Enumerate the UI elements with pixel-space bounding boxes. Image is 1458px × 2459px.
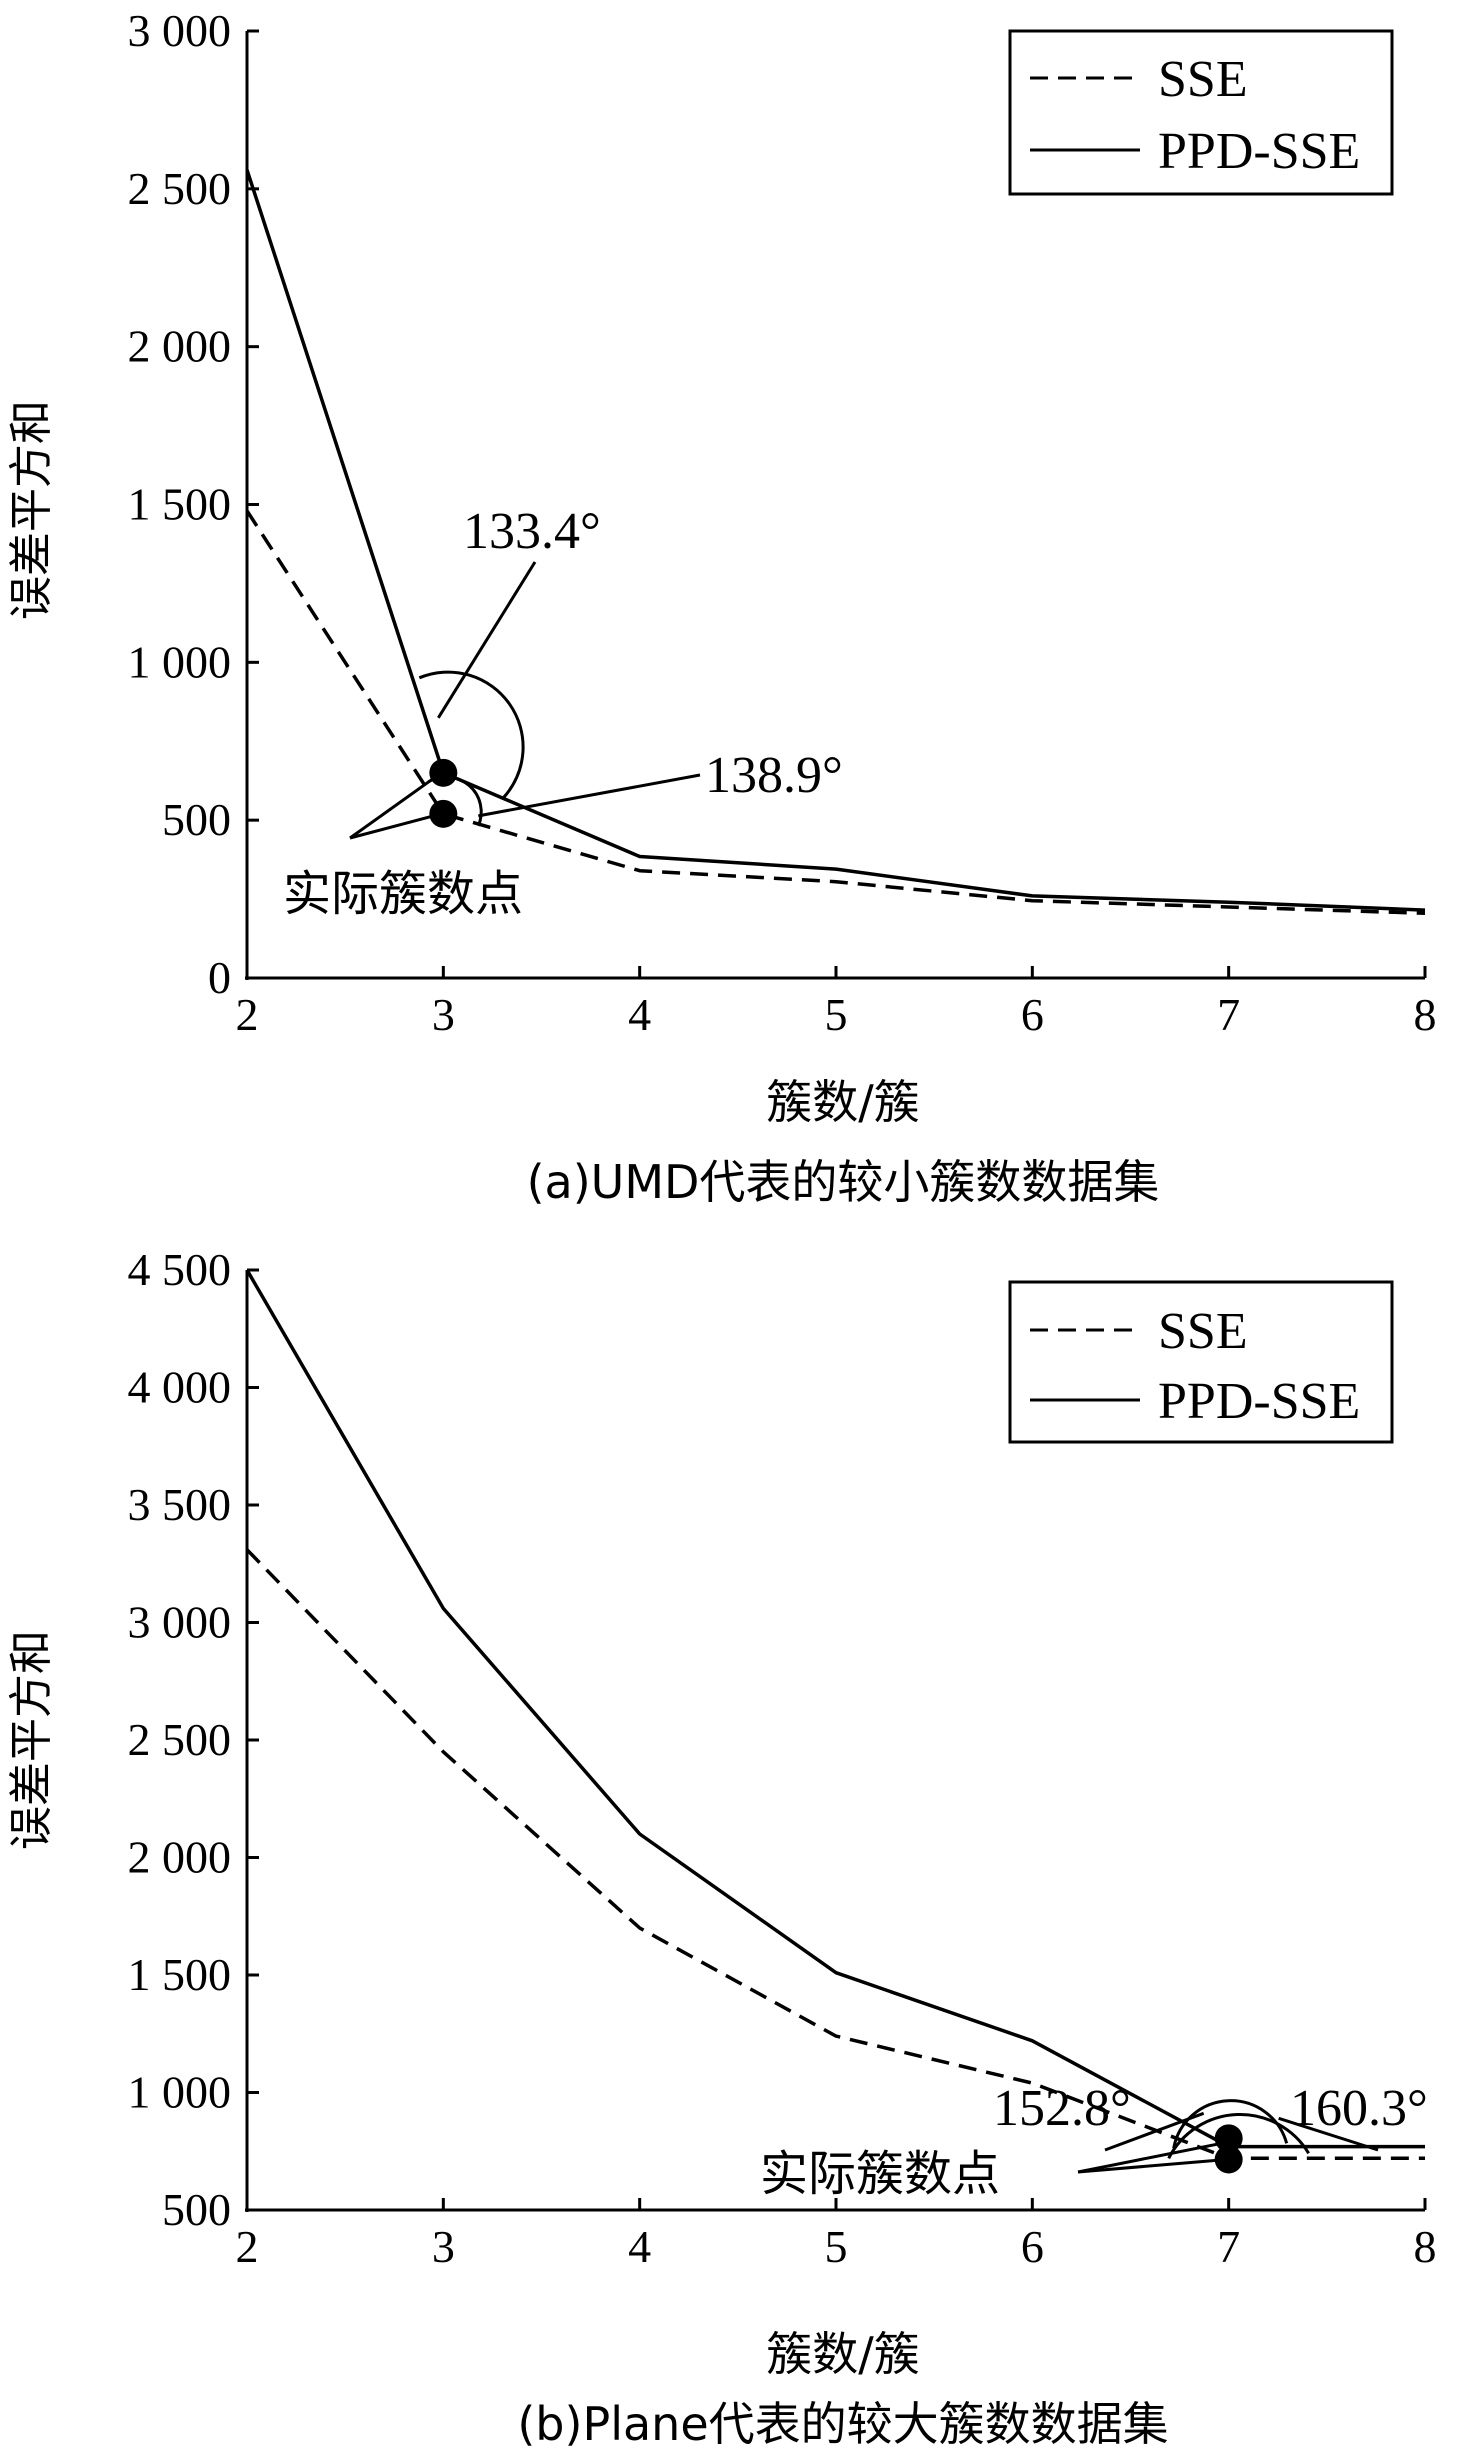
chart-a-legend-sse-label: SSE bbox=[1158, 51, 1248, 108]
chart-b-y-tick-label: 500 bbox=[162, 2184, 231, 2235]
chart-a-angle-label-2: 138.9° bbox=[705, 747, 843, 804]
chart-b-y-tick-label: 4 000 bbox=[128, 1362, 232, 1413]
chart-a-leader-line-1 bbox=[437, 561, 537, 719]
chart-b-x-tick-label: 5 bbox=[825, 2221, 848, 2272]
chart-b-y-axis-label: 误差平方和 bbox=[6, 1630, 57, 1850]
chart-b-point-pointer-2 bbox=[1077, 2157, 1227, 2174]
chart-a-caption: (a)UMD代表的较小簇数数据集 bbox=[527, 1155, 1160, 1209]
chart-a-y-tick-label: 2 500 bbox=[128, 163, 232, 214]
chart-b-actual-cluster-marker-2 bbox=[1214, 2145, 1243, 2174]
chart-a-x-tick-label: 3 bbox=[432, 989, 455, 1040]
chart-b-x-tick-label: 4 bbox=[628, 2221, 651, 2272]
chart-b-x-tick-label: 3 bbox=[432, 2221, 455, 2272]
chart-a-point-pointer-1 bbox=[349, 771, 443, 840]
chart-b-angle-label-2: 160.3° bbox=[1290, 2080, 1428, 2137]
chart-b-series-sse-line bbox=[245, 1548, 1425, 2161]
chart-b-x-axis-label: 簇数/簇 bbox=[766, 2327, 920, 2381]
chart-b-panel: 500 1 000 1 500 2 000 2 500 3 000 3 500 4 000 4 … bbox=[6, 1244, 1437, 2451]
chart-b-annotations: 152.8° 160.3° 实际簇数点 bbox=[760, 2080, 1428, 2202]
chart-b-angle-arc-2 bbox=[1167, 2112, 1310, 2159]
chart-b-y-tick-label: 3 000 bbox=[128, 1597, 232, 1648]
chart-a-x-tick-label: 4 bbox=[628, 989, 651, 1040]
chart-a-legend: SSE PPD-SSE bbox=[1008, 29, 1394, 196]
chart-b-caption: (b)Plane代表的较大簇数数据集 bbox=[517, 2397, 1168, 2451]
chart-b-leader-line-2 bbox=[1278, 2116, 1379, 2152]
chart-a-ticks: 0 500 1 000 1 500 2 000 2 500 3 000 2 3 4 5 6 7 8 bbox=[128, 5, 1437, 1040]
chart-a-y-tick-label: 3 000 bbox=[128, 5, 232, 56]
chart-a-x-tick-label: 7 bbox=[1217, 989, 1240, 1040]
chart-a-x-tick-label: 8 bbox=[1414, 989, 1437, 1040]
chart-b-y-tick-label: 3 500 bbox=[128, 1479, 232, 1530]
chart-a-series-sse-line bbox=[245, 509, 1426, 916]
chart-b-angle-label-1: 152.8° bbox=[993, 2080, 1131, 2137]
chart-a-angle-label-1: 133.4° bbox=[463, 503, 601, 560]
chart-b-y-tick-label: 2 500 bbox=[128, 1714, 232, 1765]
chart-a-x-axis-label: 簇数/簇 bbox=[766, 1075, 920, 1129]
chart-a-y-tick-label: 1 500 bbox=[128, 479, 232, 530]
chart-b-y-tick-label: 1 500 bbox=[128, 1949, 232, 2000]
chart-a-x-tick-label: 5 bbox=[825, 989, 848, 1040]
chart-a-y-tick-label: 0 bbox=[208, 952, 231, 1003]
chart-a-annotations: 133.4° 138.9° 实际簇数点 bbox=[283, 503, 843, 922]
chart-b-x-tick-label: 8 bbox=[1414, 2221, 1437, 2272]
chart-a-y-tick-label: 500 bbox=[162, 794, 231, 845]
chart-b-actual-cluster-marker-1 bbox=[1214, 2124, 1243, 2153]
chart-a-y-tick-label: 2 000 bbox=[128, 321, 232, 372]
chart-b-legend-box bbox=[1008, 1280, 1394, 1444]
chart-b-point-label: 实际簇数点 bbox=[760, 2146, 1000, 2202]
chart-a-leader-line-2 bbox=[478, 773, 701, 818]
chart-b-legend-ppd-label: PPD-SSE bbox=[1158, 1373, 1360, 1430]
chart-a-y-axis-label: 误差平方和 bbox=[6, 400, 57, 620]
chart-a-x-tick-label: 6 bbox=[1021, 989, 1044, 1040]
chart-b-y-tick-label: 4 500 bbox=[128, 1244, 232, 1295]
chart-a-legend-ppd-label: PPD-SSE bbox=[1158, 123, 1360, 180]
chart-b-y-tick-label: 2 000 bbox=[128, 1832, 232, 1883]
chart-b-x-tick-label: 6 bbox=[1021, 2221, 1044, 2272]
chart-a-panel: 0 500 1 000 1 500 2 000 2 500 3 000 2 3 4 5 6 7 8 133… bbox=[6, 5, 1437, 1209]
chart-a-y-tick-label: 1 000 bbox=[128, 636, 232, 687]
chart-b-legend-sse-label: SSE bbox=[1158, 1303, 1248, 1360]
chart-b-legend: SSE PPD-SSE bbox=[1008, 1280, 1394, 1444]
chart-b-point-pointer-1 bbox=[1077, 2140, 1227, 2174]
chart-a-angle-arc-1 bbox=[418, 670, 525, 799]
chart-a-legend-box bbox=[1008, 29, 1394, 196]
chart-b-x-tick-label: 7 bbox=[1217, 2221, 1240, 2272]
chart-b-ticks: 500 1 000 1 500 2 000 2 500 3 000 3 500 4 000 4 … bbox=[128, 1244, 1437, 2272]
chart-a-point-label: 实际簇数点 bbox=[283, 866, 523, 922]
chart-a-x-tick-label: 2 bbox=[236, 989, 259, 1040]
chart-b-leader-line-1 bbox=[1104, 2111, 1205, 2152]
chart-a-point-pointer-2 bbox=[349, 812, 442, 840]
chart-b-x-tick-label: 2 bbox=[236, 2221, 259, 2272]
chart-b-y-tick-label: 1 000 bbox=[128, 2067, 232, 2118]
chart-a-actual-cluster-marker-2 bbox=[429, 799, 458, 828]
chart-a-actual-cluster-marker-1 bbox=[429, 758, 458, 787]
